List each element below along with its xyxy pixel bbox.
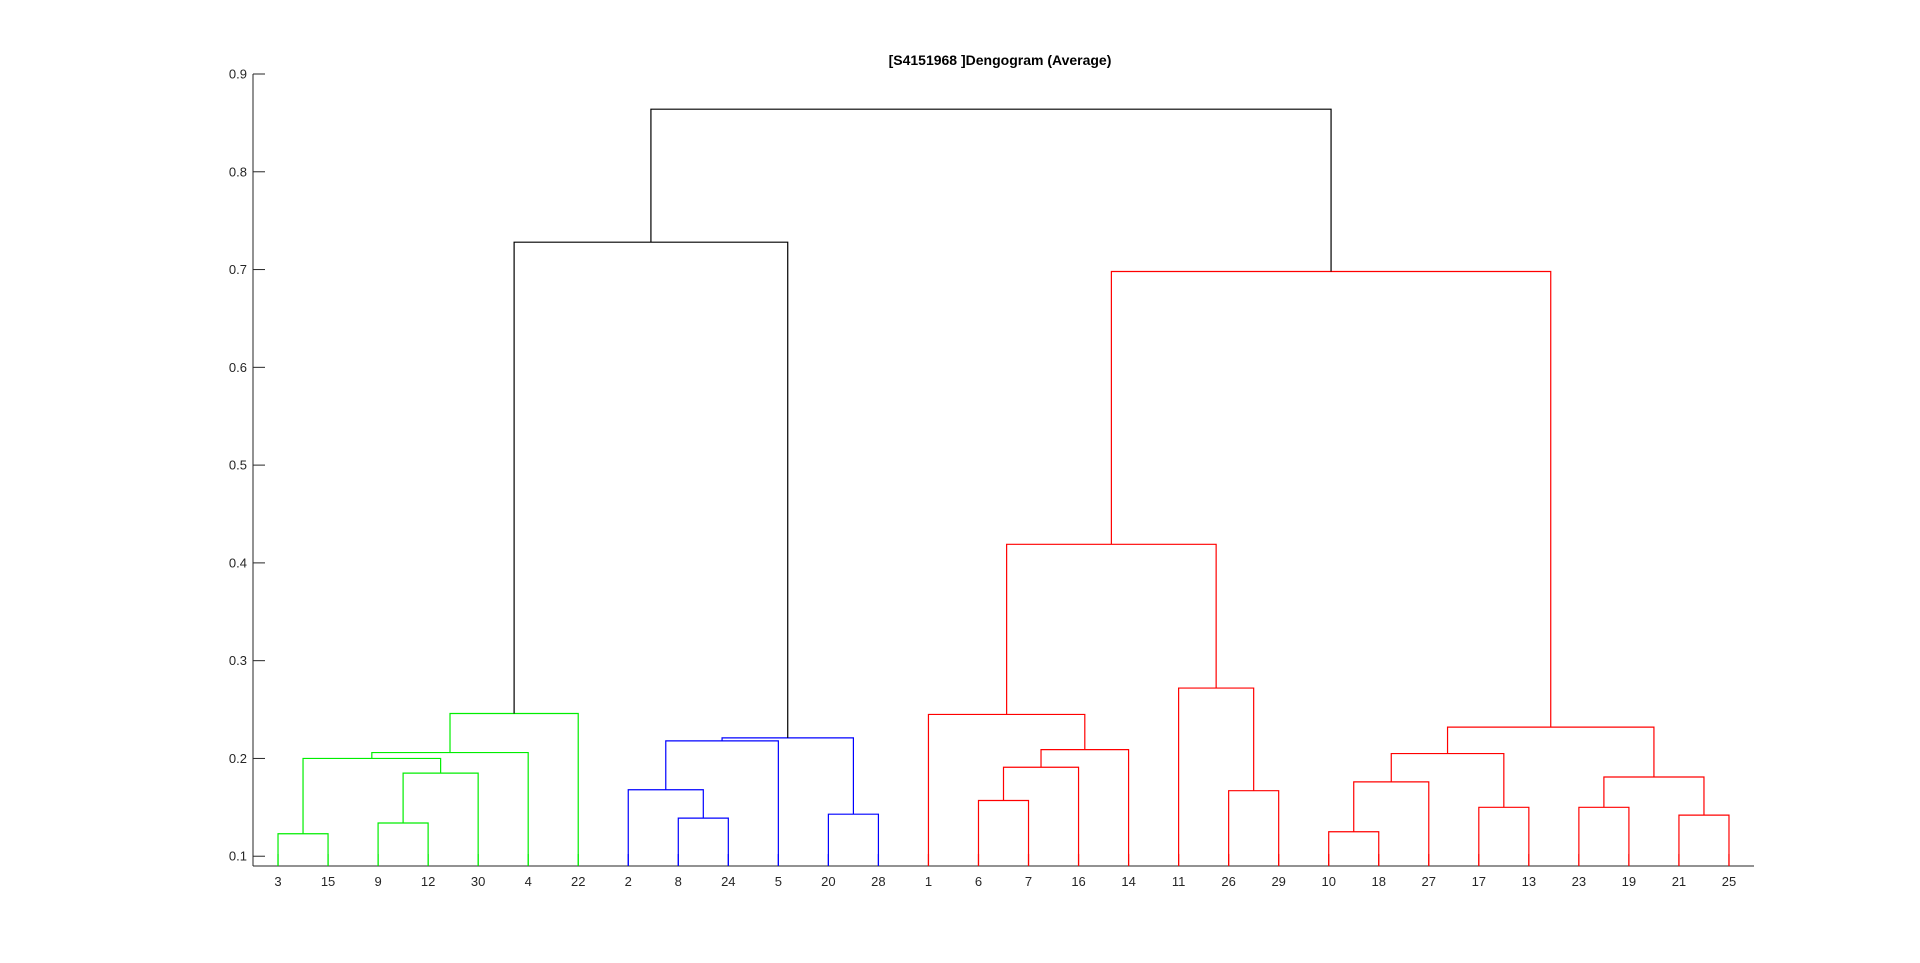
- dendrogram-link: [1002, 766, 1080, 866]
- x-leaf-label: 1: [925, 874, 932, 889]
- axes-layer: 0.10.20.30.40.50.60.70.80.93 15 9 12 30 4 22 2 8…: [229, 67, 1754, 889]
- x-leaf-label: 3: [274, 874, 281, 889]
- dendrogram-link: [927, 713, 1086, 866]
- dendrogram-link: [1446, 726, 1655, 778]
- dendrogram-link: [665, 740, 779, 866]
- x-leaf-label: 4: [525, 874, 532, 889]
- x-leaf-label: 13: [1522, 874, 1536, 889]
- dendrogram-link: [1603, 776, 1705, 816]
- x-leaf-label: 21: [1672, 874, 1686, 889]
- dendrogram-link: [1390, 752, 1505, 808]
- x-leaf-label: 22: [571, 874, 585, 889]
- y-tick-label: 0.4: [229, 555, 247, 570]
- y-tick-label: 0.3: [229, 653, 247, 668]
- dendrogram-link: [977, 799, 1030, 866]
- x-leaf-label: 8: [675, 874, 682, 889]
- y-tick-label: 0.6: [229, 360, 247, 375]
- dendrogram-link: [1478, 806, 1530, 866]
- dendrogram-link: [371, 751, 529, 866]
- dendrogram-link: [402, 772, 479, 866]
- x-leaf-label: 19: [1622, 874, 1636, 889]
- dendrogram-link: [1110, 270, 1552, 728]
- x-leaf-label: 18: [1372, 874, 1386, 889]
- dendrogram-link: [277, 833, 329, 866]
- links-layer: [277, 108, 1730, 866]
- y-tick-label: 0.1: [229, 849, 247, 864]
- x-leaf-label: 5: [775, 874, 782, 889]
- y-tick-label: 0.2: [229, 751, 247, 766]
- dendrogram-link: [627, 789, 704, 866]
- x-leaf-label: 17: [1472, 874, 1486, 889]
- dendrogram-link: [721, 737, 854, 815]
- y-tick-label: 0.5: [229, 458, 247, 473]
- chart-title: [S4151968 ]Dengogram (Average): [889, 52, 1112, 68]
- x-leaf-label: 6: [975, 874, 982, 889]
- dendrogram-link: [827, 813, 880, 866]
- x-leaf-label: 20: [821, 874, 835, 889]
- x-leaf-label: 16: [1071, 874, 1085, 889]
- dendrogram-link: [1328, 831, 1380, 866]
- x-leaf-label: 9: [374, 874, 381, 889]
- x-leaf-label: 11: [1172, 874, 1186, 889]
- x-leaf-label: 15: [321, 874, 335, 889]
- x-leaf-label: 29: [1271, 874, 1285, 889]
- dendrogram-link: [449, 712, 579, 866]
- dendrogram-link: [513, 241, 789, 738]
- dendrogram-link: [677, 817, 729, 866]
- x-leaf-label: 27: [1422, 874, 1436, 889]
- x-leaf-label: 12: [421, 874, 435, 889]
- dendrogram-link: [1353, 781, 1430, 866]
- x-leaf-label: 7: [1025, 874, 1032, 889]
- y-tick-label: 0.8: [229, 164, 247, 179]
- dendrogram-link: [650, 108, 1332, 272]
- x-leaf-label: 25: [1722, 874, 1736, 889]
- x-leaf-label: 2: [625, 874, 632, 889]
- x-leaf-label: 30: [471, 874, 485, 889]
- x-leaf-label: 14: [1121, 874, 1135, 889]
- x-leaf-label: 28: [871, 874, 885, 889]
- dendrogram-link: [1006, 543, 1217, 715]
- dendrogram-link: [1178, 687, 1255, 866]
- x-leaf-label: 23: [1572, 874, 1586, 889]
- x-leaf-label: 10: [1321, 874, 1335, 889]
- dendrogram-link: [377, 822, 429, 866]
- y-tick-label: 0.9: [229, 67, 247, 82]
- x-leaf-label: 26: [1221, 874, 1235, 889]
- x-leaf-label: 24: [721, 874, 735, 889]
- dendrogram-link: [1228, 790, 1280, 866]
- y-tick-label: 0.7: [229, 262, 247, 277]
- dendrogram-link: [1678, 814, 1730, 866]
- dendrogram-link: [1578, 806, 1630, 866]
